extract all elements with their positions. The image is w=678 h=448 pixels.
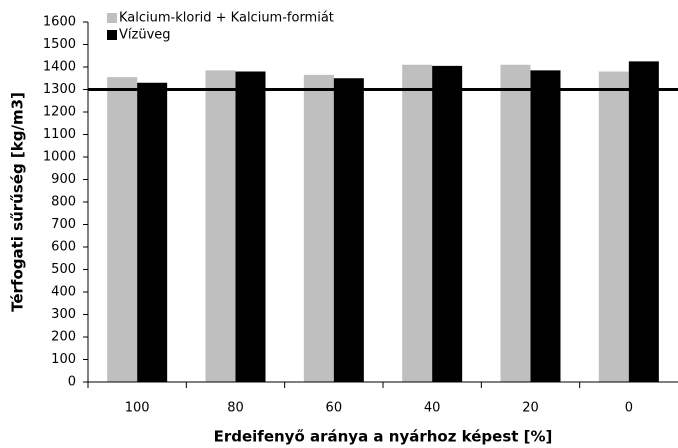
x-tick-label: 0 (625, 401, 633, 416)
y-tick-label: 1200 (43, 105, 76, 120)
y-axis-title: Térfogati sűrűség [kg/m3] (9, 92, 27, 312)
bar (205, 70, 236, 382)
legend-label: Vízüveg (119, 28, 171, 43)
y-tick-label: 100 (51, 352, 76, 367)
y-tick-label: 0 (68, 375, 76, 390)
x-tick-label: 60 (326, 401, 343, 416)
y-tick-label: 900 (51, 172, 76, 187)
bar (530, 70, 561, 382)
y-tick-label: 600 (51, 240, 76, 255)
x-tick-label: 80 (227, 401, 244, 416)
x-tick-label: 40 (424, 401, 441, 416)
bar (235, 71, 266, 382)
bar (303, 74, 334, 382)
legend-swatch (107, 30, 117, 40)
y-tick-label: 700 (51, 217, 76, 232)
bar (598, 71, 629, 382)
bar (500, 64, 531, 382)
y-tick-label: 500 (51, 262, 76, 277)
legend-swatch (107, 13, 117, 23)
y-tick-label: 1500 (43, 37, 76, 52)
x-tick-label: 20 (522, 401, 539, 416)
y-tick-label: 1600 (43, 15, 76, 30)
y-tick-label: 1400 (43, 60, 76, 75)
y-tick-label: 800 (51, 195, 76, 210)
bar (432, 65, 463, 382)
bar (333, 78, 364, 382)
y-tick-label: 400 (51, 285, 76, 300)
bar (107, 77, 138, 382)
bar (137, 82, 168, 382)
y-tick-label: 1000 (43, 150, 76, 165)
x-axis-title: Erdeifenyő aránya a nyárhoz képest [%] (214, 428, 553, 446)
x-tick-label: 100 (125, 401, 150, 416)
y-tick-label: 300 (51, 307, 76, 322)
legend-label: Kalcium-klorid + Kalcium-formiát (119, 11, 334, 26)
y-tick-label: 1100 (43, 127, 76, 142)
y-tick-label: 200 (51, 330, 76, 345)
bar (628, 61, 659, 382)
bar (402, 64, 433, 382)
y-tick-label: 1300 (43, 82, 76, 97)
